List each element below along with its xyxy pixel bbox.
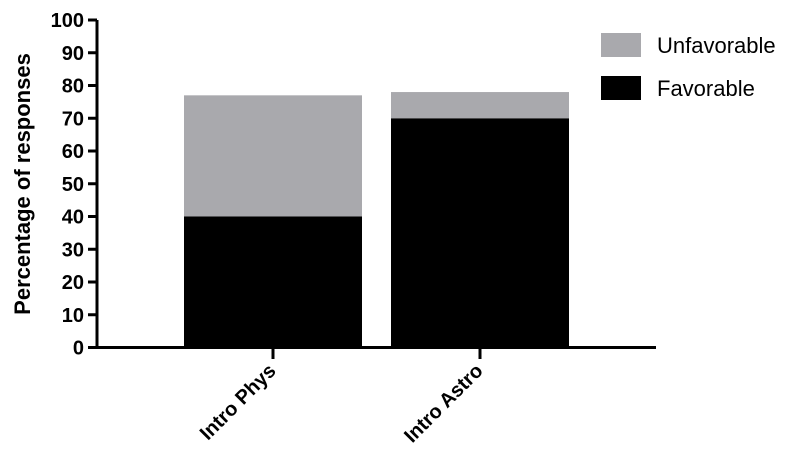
y-tick-label-20: 20 (62, 272, 84, 294)
x-tick-label-intro-astro: Intro Astro (400, 360, 487, 447)
y-tick-label-30: 30 (62, 239, 84, 261)
y-tick-label-60: 60 (62, 141, 84, 163)
y-tick-label-80: 80 (62, 76, 84, 98)
bar-intro-astro-unfavorable (391, 92, 569, 119)
legend-label-favorable: Favorable (657, 76, 755, 101)
y-tick-label-40: 40 (62, 207, 84, 229)
x-axis-ticks: Intro Phys Intro Astro (196, 347, 488, 447)
legend-label-unfavorable: Unfavorable (657, 33, 776, 58)
y-tick-label-100: 100 (51, 10, 84, 32)
legend-swatch-unfavorable (601, 33, 641, 57)
bar-intro-phys-unfavorable (184, 95, 362, 217)
y-tick-label-70: 70 (62, 108, 84, 130)
y-axis-ticks: 0 10 20 30 40 50 60 70 80 90 100 (51, 10, 97, 360)
y-tick-label-10: 10 (62, 305, 84, 327)
y-tick-label-50: 50 (62, 174, 84, 196)
bars-group (184, 92, 569, 348)
bar-intro-astro-favorable (391, 118, 569, 348)
x-tick-label-intro-phys: Intro Phys (196, 360, 281, 445)
legend-swatch-favorable (601, 76, 641, 100)
bar-intro-phys-favorable (184, 216, 362, 348)
y-tick-label-0: 0 (73, 338, 84, 360)
legend: Unfavorable Favorable (601, 33, 776, 101)
y-axis-label: Percentage of responses (10, 53, 35, 315)
y-tick-label-90: 90 (62, 43, 84, 65)
